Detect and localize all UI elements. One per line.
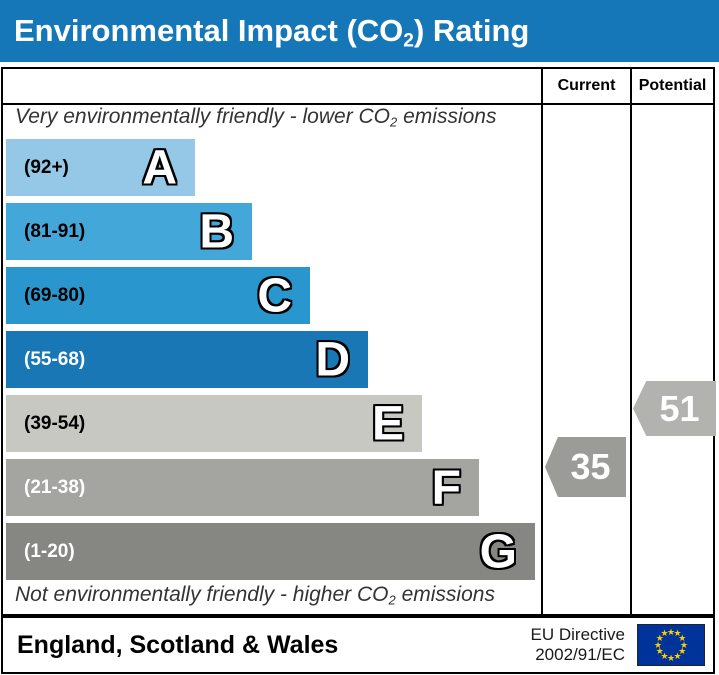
top-note-subscript: 2	[390, 114, 398, 130]
band-a-range: (92+)	[24, 157, 69, 178]
chart-title-suffix: ) Rating	[413, 13, 530, 48]
bottom-note-text: Not environmentally friendly - higher CO	[15, 583, 389, 606]
band-f-range: (21-38)	[24, 477, 86, 498]
band-d: (55-68) D	[6, 331, 368, 388]
bottom-note-subscript: 2	[388, 592, 396, 608]
eu-flag-star: ★	[666, 652, 676, 663]
eu-flag-star: ★	[679, 639, 689, 650]
top-note-suffix: emissions	[397, 105, 497, 128]
band-a-letter: A	[142, 141, 177, 194]
bottom-note: Not environmentally friendly - higher CO…	[15, 583, 495, 608]
band-c-range: (69-80)	[24, 285, 86, 306]
eu-flag-star: ★	[678, 646, 687, 656]
eu-flag-icon: ★ ★ ★ ★ ★ ★ ★ ★ ★ ★ ★ ★	[637, 624, 705, 666]
band-g-range: (1-20)	[24, 541, 75, 562]
eu-flag-star: ★	[653, 639, 663, 650]
band-c-letter: C	[257, 269, 292, 322]
current-rating-arrow: 35	[545, 437, 626, 497]
top-note-text: Very environmentally friendly - lower CO	[15, 105, 391, 128]
band-e-range: (39-54)	[24, 413, 86, 434]
eu-flag-star: ★	[673, 628, 682, 639]
eu-directive-label: EU Directive 2002/91/EC	[531, 625, 625, 665]
footer-bar: England, Scotland & Wales EU Directive 2…	[1, 616, 715, 674]
rating-chart-frame: Current Potential Very environmentally f…	[1, 67, 715, 616]
eu-directive-line1: EU Directive	[530, 625, 625, 644]
eu-flag-star: ★	[660, 650, 669, 661]
header-row-divider	[3, 103, 713, 105]
band-b-letter: B	[199, 205, 234, 258]
eu-flag-star: ★	[673, 650, 682, 661]
eu-flag-star: ★	[666, 626, 676, 637]
eu-flag-star: ★	[655, 633, 664, 643]
bottom-note-suffix: emissions	[395, 583, 495, 606]
current-column-header: Current	[557, 77, 616, 94]
eu-flag-star: ★	[660, 628, 669, 639]
band-a: (92+) A	[6, 139, 195, 196]
band-e: (39-54) E	[6, 395, 422, 452]
eu-flag-star: ★	[678, 633, 687, 643]
potential-column-header: Potential	[638, 77, 707, 94]
band-e-letter: E	[371, 397, 404, 450]
potential-rating-value: 51	[659, 387, 700, 429]
band-d-letter: D	[315, 333, 350, 386]
potential-column-divider	[630, 69, 632, 614]
top-note: Very environmentally friendly - lower CO…	[15, 105, 496, 130]
current-rating-value: 35	[570, 446, 611, 487]
rating-bands: (92+) A (81-91) B (69-80) C (55-68) D (3…	[6, 139, 541, 587]
chart-title-prefix: Environmental Impact (CO	[14, 13, 404, 48]
potential-rating-arrow: 51	[633, 381, 716, 436]
band-g-letter: G	[479, 525, 517, 578]
band-c: (69-80) C	[6, 267, 310, 324]
chart-title-subscript: 2	[403, 30, 414, 52]
region-label: England, Scotland & Wales	[17, 631, 339, 659]
eu-directive-line2: 2002/91/EC	[535, 645, 625, 664]
band-f-letter: F	[431, 461, 461, 514]
current-column-divider	[541, 69, 543, 614]
band-b: (81-91) B	[6, 203, 252, 260]
band-b-range: (81-91)	[24, 221, 86, 242]
band-g: (1-20) G	[6, 523, 535, 580]
band-f: (21-38) F	[6, 459, 479, 516]
chart-title-bar: Environmental Impact (CO2) Rating	[0, 0, 719, 62]
band-d-range: (55-68)	[24, 349, 86, 370]
eu-flag-star: ★	[655, 646, 664, 656]
